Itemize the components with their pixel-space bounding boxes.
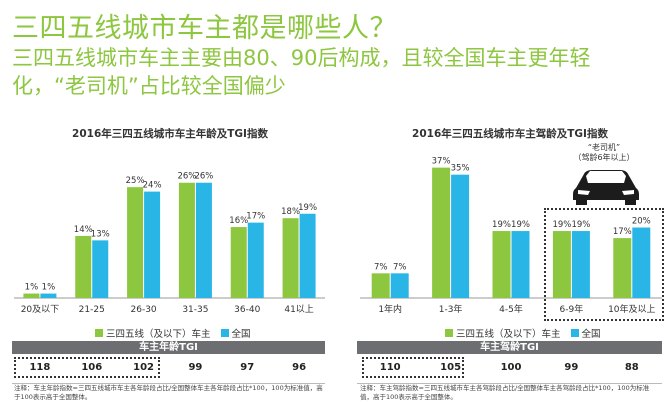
age-data-label-national-1: 13% bbox=[91, 229, 110, 239]
age-data-label-national-4: 17% bbox=[246, 212, 265, 222]
age-bar-national-5 bbox=[299, 213, 316, 298]
age-legend: 三四五线（及以下）车主 全国 bbox=[95, 326, 251, 340]
driving-tgi-value-1: 105 bbox=[440, 362, 462, 373]
legend-swatch-local-2 bbox=[445, 329, 453, 337]
age-bar-local-3 bbox=[178, 182, 195, 298]
age-tgi-value-2: 102 bbox=[133, 362, 155, 373]
driving-x-tick-label-1: 1-3年 bbox=[439, 303, 463, 315]
age-data-label-local-0: 1% bbox=[25, 283, 39, 293]
driving-bar-national-3 bbox=[571, 231, 590, 298]
driving-legend: 三四五线（及以下）车主 全国 bbox=[445, 326, 601, 340]
driving-tgi-value-3: 99 bbox=[564, 362, 579, 373]
age-x-tick-label-2: 26-30 bbox=[131, 305, 157, 315]
driving-tgi-value-2: 100 bbox=[500, 362, 522, 373]
age-bar-local-4 bbox=[230, 227, 247, 298]
age-data-label-national-3: 26% bbox=[194, 172, 213, 182]
age-x-tick-label-0: 20及以下 bbox=[21, 304, 59, 315]
age-tgi-divider bbox=[12, 383, 325, 384]
age-tgi-value-5: 96 bbox=[292, 362, 307, 373]
age-data-label-local-2: 25% bbox=[126, 176, 145, 186]
legend-label-national: 全国 bbox=[231, 329, 251, 340]
age-tgi-value-3: 99 bbox=[188, 362, 203, 373]
driving-data-label-national-2: 19% bbox=[511, 220, 530, 230]
driving-x-tick-label-3: 6-9年 bbox=[560, 303, 584, 315]
driving-note: 注释：车主驾龄指数=三四五线城市车主各驾龄段占比/全国整体车主各驾龄段占比*10… bbox=[360, 384, 650, 401]
driving-data-label-national-1: 35% bbox=[451, 164, 470, 174]
driving-x-tick-label-4: 10年及以上 bbox=[608, 303, 655, 315]
driving-tgi-value-4: 88 bbox=[624, 362, 639, 373]
driving-x-tick-label-2: 4-5年 bbox=[499, 303, 523, 315]
driving-bar-local-4 bbox=[613, 238, 632, 298]
driving-bar-national-1 bbox=[451, 174, 470, 298]
age-tgi-value-0: 118 bbox=[29, 362, 51, 373]
veteran-annotation: “老司机” （驾龄6年以上） bbox=[562, 143, 646, 163]
age-bar-national-4 bbox=[247, 222, 264, 298]
legend-swatch-local bbox=[95, 329, 103, 337]
driving-bar-local-2 bbox=[492, 231, 511, 298]
veteran-label: “老司机” bbox=[587, 143, 621, 152]
driving-bar-national-0 bbox=[390, 273, 409, 298]
driving-x-tick-label-0: 1年内 bbox=[378, 303, 402, 315]
veteran-sublabel: （驾龄6年以上） bbox=[573, 153, 635, 162]
driving-tgi-divider bbox=[357, 383, 662, 384]
driving-bar-local-0 bbox=[371, 273, 390, 298]
driving-data-label-national-3: 19% bbox=[571, 220, 590, 230]
driving-tgi-header: 车主驾龄TGI bbox=[357, 341, 662, 354]
age-note: 注释：车主年龄指数=三四五线城市车主各年龄段占比/全国整体车主各年龄段占比*10… bbox=[14, 384, 323, 401]
age-chart-title: 2016年三四五线城市车主年龄及TGI指数 bbox=[72, 128, 268, 140]
veteran-highlight-box bbox=[544, 208, 664, 321]
legend-label-national-2: 全国 bbox=[581, 329, 601, 340]
driving-bar-local-1 bbox=[432, 167, 451, 298]
driving-tgi-value-0: 110 bbox=[379, 362, 401, 373]
age-data-label-national-0: 1% bbox=[42, 283, 56, 293]
driving-chart-title: 2016年三四五线城市车主驾龄及TGI指数 bbox=[412, 128, 608, 140]
page-title: 三四五线城市车主都是哪些人？ bbox=[12, 13, 397, 44]
age-x-tick-label-3: 31-35 bbox=[182, 305, 208, 315]
age-bar-local-2 bbox=[127, 187, 144, 298]
age-bar-local-1 bbox=[75, 235, 92, 298]
age-bar-national-2 bbox=[144, 191, 161, 298]
legend-label-local-2: 三四五线（及以下）车主 bbox=[456, 329, 561, 340]
age-x-tick-label-1: 21-25 bbox=[79, 305, 105, 315]
driving-data-label-national-4: 20% bbox=[632, 217, 651, 227]
legend-swatch-national-2 bbox=[570, 329, 579, 337]
driving-data-label-local-3: 19% bbox=[552, 220, 571, 230]
driving-tgi-highlight-box bbox=[362, 357, 464, 378]
age-data-label-local-1: 14% bbox=[74, 225, 93, 235]
legend-label-local: 三四五线（及以下）车主 bbox=[106, 329, 211, 340]
age-x-tick-label-4: 36-40 bbox=[234, 305, 260, 315]
driving-bar-local-3 bbox=[552, 231, 571, 298]
age-tgi-value-4: 97 bbox=[240, 362, 255, 373]
age-tgi-highlight-box bbox=[14, 357, 160, 378]
age-tgi-header: 车主年龄TGI bbox=[12, 341, 325, 354]
driving-data-label-local-2: 19% bbox=[492, 220, 511, 230]
age-x-tick-label-5: 41以上 bbox=[284, 304, 313, 315]
driving-data-label-national-0: 7% bbox=[393, 262, 407, 272]
age-data-label-national-5: 19% bbox=[298, 203, 317, 213]
age-bar-local-5 bbox=[282, 218, 299, 298]
driving-data-label-local-0: 7% bbox=[374, 262, 388, 272]
age-bar-national-0 bbox=[40, 293, 57, 298]
page-subtitle: 三四五线城市车主主要由80、90后构成，且较全国车主更年轻化，“老司机”占比较全… bbox=[12, 46, 591, 98]
age-bar-national-1 bbox=[92, 240, 109, 298]
age-data-label-local-4: 16% bbox=[229, 216, 248, 226]
driving-data-label-local-1: 37% bbox=[432, 157, 451, 167]
driving-bar-national-4 bbox=[632, 227, 651, 298]
car-icon bbox=[573, 170, 639, 205]
age-tgi-value-1: 106 bbox=[81, 362, 103, 373]
age-data-label-national-2: 24% bbox=[143, 181, 162, 191]
age-data-label-local-3: 26% bbox=[177, 172, 196, 182]
age-bar-local-0 bbox=[23, 293, 40, 298]
legend-swatch-national bbox=[220, 329, 229, 337]
driving-bar-national-2 bbox=[511, 231, 530, 298]
driving-data-label-local-4: 17% bbox=[613, 227, 632, 237]
age-bar-national-3 bbox=[195, 182, 212, 298]
age-data-label-local-5: 18% bbox=[281, 207, 300, 217]
